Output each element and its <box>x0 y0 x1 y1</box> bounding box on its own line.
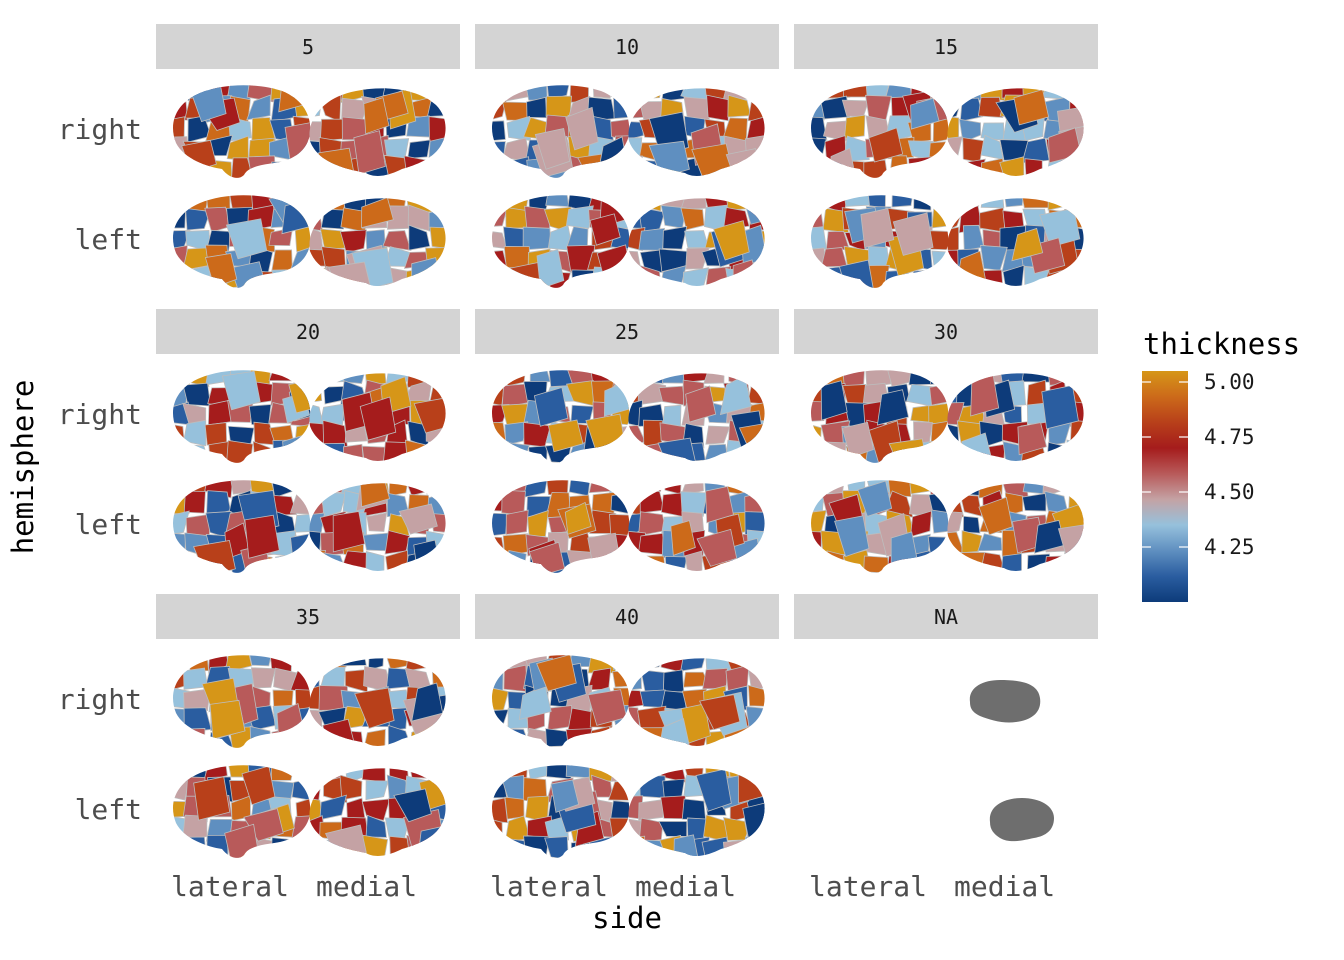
legend-tick-label: 4.50 <box>1204 480 1255 504</box>
col-label-medial: medial <box>635 870 736 903</box>
facet-strip <box>794 309 1098 354</box>
legend-colorbar <box>1142 371 1188 602</box>
brain-surface <box>628 198 765 286</box>
col-label-lateral: lateral <box>490 870 608 903</box>
facet-strip-label: 25 <box>615 320 639 344</box>
brain-surface <box>173 655 311 748</box>
brain-surface <box>173 195 311 288</box>
brain-surface <box>628 373 765 461</box>
brain-surface <box>628 768 765 856</box>
facet-strip <box>156 309 460 354</box>
facet-panel: 5 <box>156 24 460 288</box>
col-label-lateral: lateral <box>171 870 289 903</box>
brain-surface <box>628 658 765 746</box>
row-label-left: left <box>75 508 142 541</box>
brain-surface <box>811 370 949 463</box>
facet-strip-label: 20 <box>296 320 320 344</box>
legend-title: thickness <box>1143 327 1300 361</box>
facet-strip <box>475 309 779 354</box>
facet-strip <box>475 24 779 69</box>
facet-strip-label: 10 <box>615 35 639 59</box>
row-label-right: right <box>58 683 142 716</box>
facet-panel: 40 <box>475 594 779 858</box>
brain-surface <box>309 658 446 746</box>
brain-surface <box>309 198 446 286</box>
facet-strip <box>475 594 779 639</box>
facet-strip-label: 15 <box>934 35 958 59</box>
facet-panel: 30 <box>794 309 1098 573</box>
facet-panel: 10 <box>475 24 779 288</box>
legend: thickness 5.00 4.75 4.50 4.25 <box>1142 327 1300 602</box>
facet-panel: 15 <box>794 24 1098 288</box>
brain-surface <box>628 88 765 176</box>
brain-surface <box>492 370 630 463</box>
col-label-medial: medial <box>954 870 1055 903</box>
brain-surface <box>173 85 311 178</box>
brain-surface <box>492 480 630 573</box>
brain-surface <box>811 85 949 178</box>
brain-surface <box>947 198 1084 286</box>
facet-strip-label: 30 <box>934 320 958 344</box>
brain-surface <box>811 480 949 573</box>
facet-strip <box>156 24 460 69</box>
brain-surface <box>173 370 311 463</box>
facet-panel: 25 <box>475 309 779 573</box>
y-axis-title: hemisphere <box>6 380 40 555</box>
facet-panel: NA <box>794 594 1098 842</box>
facet-strip <box>794 594 1098 639</box>
row-label-left: left <box>75 793 142 826</box>
brain-na-shape <box>989 798 1054 842</box>
col-label-lateral: lateral <box>809 870 927 903</box>
brain-surface <box>492 195 630 288</box>
brain-surface <box>947 483 1084 571</box>
facet-strip-label: 35 <box>296 605 320 629</box>
brain-surface <box>492 85 630 178</box>
legend-tick-label: 4.25 <box>1204 535 1255 559</box>
brain-surface <box>173 480 311 573</box>
brain-surface <box>492 655 630 748</box>
facet-strip <box>156 594 460 639</box>
brain-surface <box>309 768 446 856</box>
facet-strip-label: NA <box>934 605 958 629</box>
brain-na-shape <box>969 680 1041 723</box>
facet-panel: 35 <box>156 594 460 858</box>
brain-surface <box>309 483 446 571</box>
row-label-left: left <box>75 223 142 256</box>
facet-strip-label: 40 <box>615 605 639 629</box>
facet-panel: 20 <box>156 309 460 573</box>
legend-tick-label: 4.75 <box>1204 425 1255 449</box>
brain-surface <box>811 195 949 288</box>
x-axis-title: side <box>592 901 662 935</box>
brain-surface <box>309 88 446 176</box>
brain-surface <box>947 88 1084 176</box>
legend-tick-label: 5.00 <box>1204 370 1255 394</box>
brain-surface <box>628 483 765 571</box>
col-label-medial: medial <box>316 870 417 903</box>
brain-surface <box>173 765 311 858</box>
row-label-right: right <box>58 398 142 431</box>
brain-surface <box>309 373 446 461</box>
row-label-right: right <box>58 113 142 146</box>
facet-strip-label: 5 <box>302 35 314 59</box>
brain-surface <box>492 765 630 858</box>
brain-surface <box>947 373 1084 461</box>
facet-strip <box>794 24 1098 69</box>
